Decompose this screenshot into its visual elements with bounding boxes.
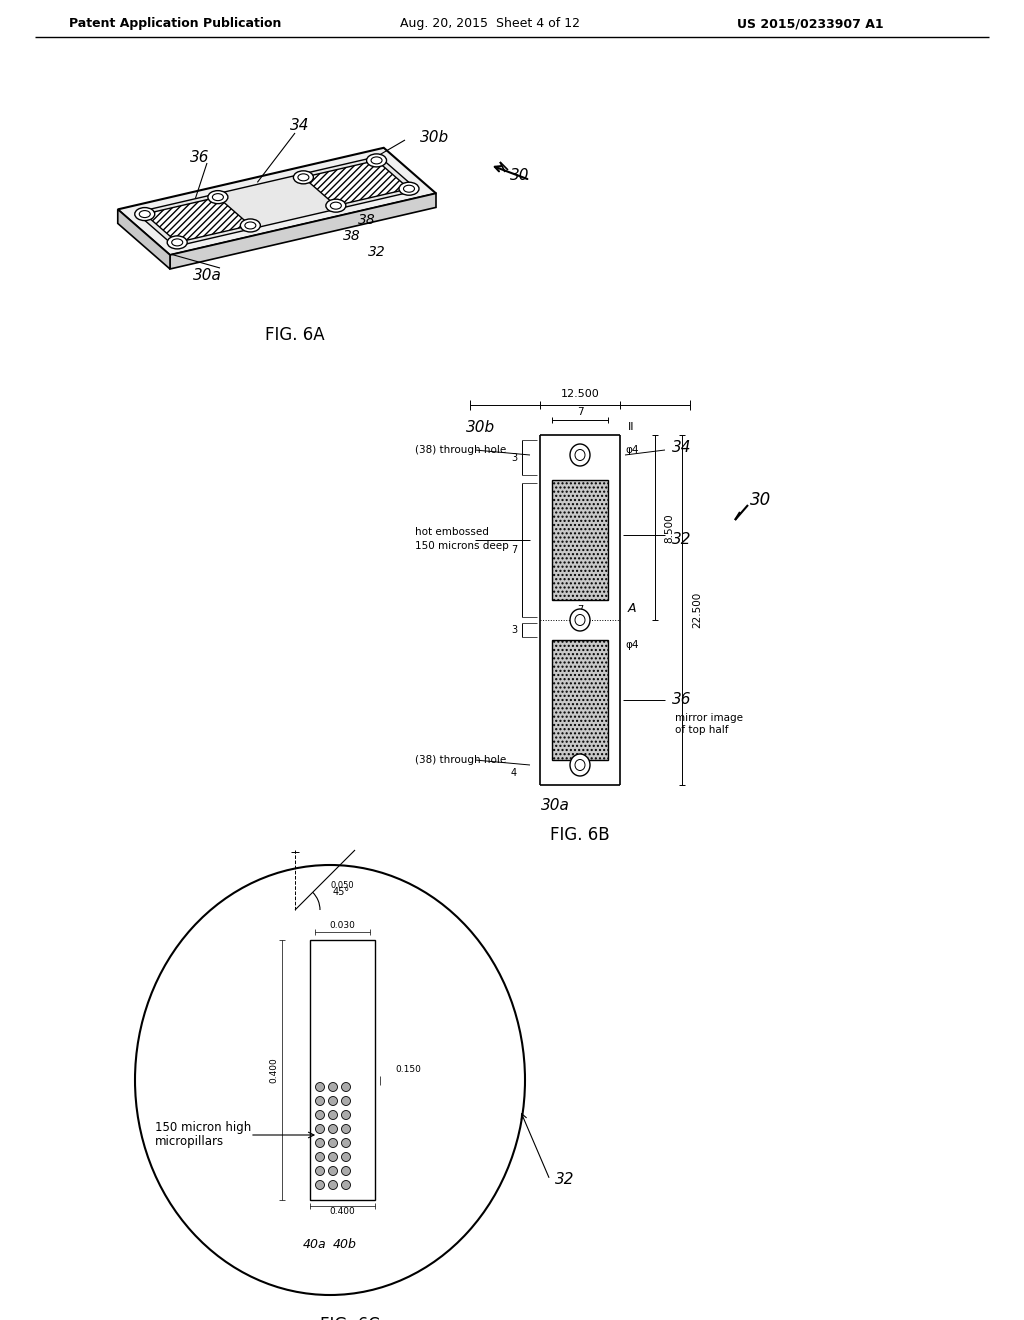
Polygon shape [136, 156, 418, 247]
Text: 30: 30 [750, 491, 771, 510]
Ellipse shape [294, 170, 313, 183]
Circle shape [315, 1138, 325, 1147]
Circle shape [315, 1097, 325, 1106]
Polygon shape [118, 148, 436, 255]
Text: 0.050: 0.050 [330, 880, 354, 890]
Circle shape [315, 1152, 325, 1162]
Text: 34: 34 [290, 117, 309, 132]
Text: 30a: 30a [541, 797, 569, 813]
Circle shape [329, 1152, 338, 1162]
Ellipse shape [570, 609, 590, 631]
Text: 12.500: 12.500 [560, 389, 599, 399]
Text: II: II [628, 422, 635, 432]
Text: 150 micron high: 150 micron high [155, 1122, 251, 1134]
Text: 32: 32 [555, 1172, 574, 1188]
Circle shape [315, 1110, 325, 1119]
Text: 4: 4 [511, 768, 517, 777]
Text: 3: 3 [511, 624, 517, 635]
Text: 36: 36 [190, 150, 210, 165]
Text: A: A [628, 602, 637, 615]
Text: 22.500: 22.500 [692, 591, 702, 628]
Polygon shape [170, 194, 436, 269]
Text: 32: 32 [672, 532, 691, 548]
Ellipse shape [367, 154, 386, 166]
Polygon shape [303, 161, 409, 206]
Text: 7: 7 [511, 545, 517, 554]
Text: US 2015/0233907 A1: US 2015/0233907 A1 [736, 17, 884, 30]
Text: 30a: 30a [193, 268, 221, 282]
Ellipse shape [135, 207, 155, 220]
Text: 0.400: 0.400 [269, 1057, 279, 1082]
Circle shape [315, 1125, 325, 1134]
Text: of top half: of top half [675, 725, 728, 735]
Text: 32: 32 [368, 246, 386, 259]
Text: (38) through hole: (38) through hole [415, 755, 506, 766]
Bar [310, 940, 375, 1200]
Text: FIG. 6B: FIG. 6B [550, 826, 610, 843]
Circle shape [329, 1097, 338, 1106]
Text: 30b: 30b [466, 420, 495, 434]
Text: φ4: φ4 [625, 640, 639, 649]
Bar [552, 640, 608, 760]
Text: 0.400: 0.400 [329, 1208, 355, 1217]
Text: 38: 38 [358, 213, 376, 227]
Text: 30b: 30b [420, 131, 450, 145]
Circle shape [341, 1082, 350, 1092]
Polygon shape [144, 197, 250, 243]
Circle shape [341, 1125, 350, 1134]
Text: micropillars: micropillars [155, 1135, 224, 1148]
Text: 40a: 40a [303, 1238, 327, 1251]
Text: 45°: 45° [333, 887, 350, 898]
Bar [552, 480, 608, 601]
Text: φ4: φ4 [625, 445, 639, 455]
Text: Patent Application Publication: Patent Application Publication [69, 17, 282, 30]
Text: 40b: 40b [333, 1238, 357, 1251]
Circle shape [341, 1152, 350, 1162]
Text: 7: 7 [577, 407, 584, 417]
Text: FIG. 6C: FIG. 6C [321, 1316, 380, 1320]
Circle shape [341, 1167, 350, 1176]
Circle shape [341, 1138, 350, 1147]
Text: (38) through hole: (38) through hole [415, 445, 506, 455]
Circle shape [329, 1138, 338, 1147]
Ellipse shape [399, 182, 419, 195]
Ellipse shape [208, 190, 228, 203]
Text: 38: 38 [343, 228, 360, 243]
Circle shape [315, 1167, 325, 1176]
Ellipse shape [570, 444, 590, 466]
Circle shape [341, 1097, 350, 1106]
Ellipse shape [167, 236, 187, 249]
Circle shape [315, 1180, 325, 1189]
Ellipse shape [135, 865, 525, 1295]
Polygon shape [118, 210, 170, 269]
Circle shape [315, 1082, 325, 1092]
Text: 30: 30 [510, 168, 529, 182]
Circle shape [329, 1125, 338, 1134]
Text: 0.030: 0.030 [329, 920, 355, 929]
Text: 150 microns deep: 150 microns deep [415, 541, 509, 550]
Circle shape [341, 1180, 350, 1189]
Ellipse shape [570, 754, 590, 776]
Text: 0.150: 0.150 [395, 1065, 421, 1074]
Text: 7: 7 [577, 605, 583, 615]
Ellipse shape [241, 219, 260, 232]
Text: 8.500: 8.500 [664, 513, 674, 543]
Text: FIG. 6A: FIG. 6A [265, 326, 325, 345]
Text: 34: 34 [672, 440, 691, 454]
Ellipse shape [326, 199, 346, 213]
Text: hot embossed: hot embossed [415, 527, 488, 537]
Text: Aug. 20, 2015  Sheet 4 of 12: Aug. 20, 2015 Sheet 4 of 12 [400, 17, 580, 30]
Text: 3: 3 [511, 453, 517, 463]
Circle shape [329, 1082, 338, 1092]
Text: 36: 36 [672, 693, 691, 708]
Text: mirror image: mirror image [675, 713, 743, 723]
Circle shape [341, 1110, 350, 1119]
Circle shape [329, 1110, 338, 1119]
Circle shape [329, 1167, 338, 1176]
Circle shape [329, 1180, 338, 1189]
